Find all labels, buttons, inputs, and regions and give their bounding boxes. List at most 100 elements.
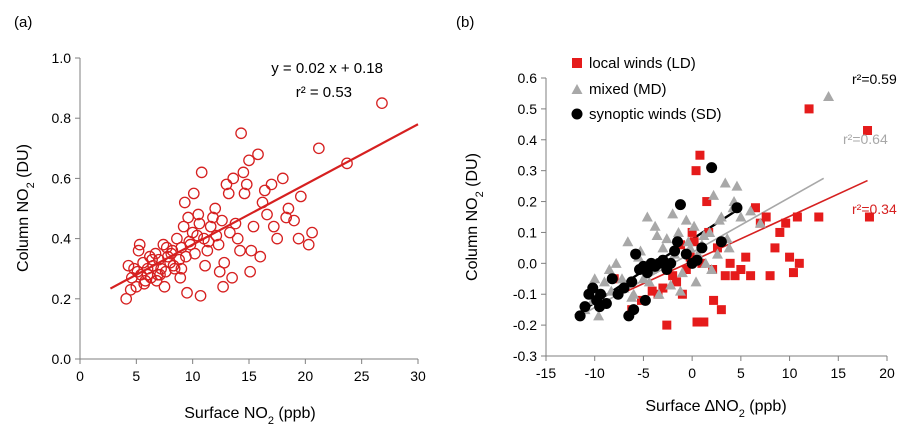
panel-b-point-local	[750, 203, 760, 213]
panel-a-regression-line	[109, 123, 419, 290]
panel-b-point-mixed	[704, 226, 716, 237]
panel-a-point	[265, 178, 278, 191]
panel-a-equation: y = 0.02 x + 0.18	[271, 60, 383, 77]
panel-b-point-mixed	[745, 205, 757, 216]
legend-marker-mixed	[571, 84, 583, 94]
panel-a-point	[245, 244, 258, 257]
panel-b-point-synoptic	[731, 202, 743, 214]
panel-b-x-tick-label: 20	[879, 365, 895, 381]
panel-a-point	[191, 229, 204, 242]
panel-a-point	[207, 211, 219, 224]
panel-b-r2-synoptic: r²=0.59	[852, 71, 897, 87]
panel-b-label: (b)	[456, 14, 474, 31]
panel-b-x-tick-label: 10	[782, 365, 798, 381]
panel-b-point-synoptic	[715, 236, 727, 248]
panel-b-fit-square	[613, 179, 868, 298]
panel-b-point-mixed	[682, 236, 694, 247]
panel-a-x-tick-label: 25	[354, 368, 370, 384]
panel-a-point	[213, 265, 226, 278]
panel-b-r2-mixed: r²=0.64	[843, 131, 888, 147]
panel-b-point-local	[697, 258, 707, 268]
legend-label-synoptic: synoptic winds (SD)	[589, 106, 722, 123]
panel-a-point	[261, 208, 273, 221]
panel-a-point	[177, 220, 190, 233]
panel-a-x-tick-label: 10	[185, 368, 201, 384]
panel-a-point	[124, 283, 137, 296]
panel-b-point-mixed	[589, 273, 601, 284]
panel-a-x-tick-label: 20	[298, 368, 314, 384]
panel-b-y-tick-label: -0.3	[513, 348, 537, 364]
panel-b-x-tick-label: -5	[637, 365, 650, 381]
panel-b-y-tick-label: 0.0	[518, 255, 538, 271]
panel-b-point-local	[692, 317, 702, 327]
panel-b-point-mixed	[622, 236, 634, 247]
panel-b-point-local	[662, 320, 672, 330]
panel-a-point	[209, 202, 222, 215]
panel-a-point	[175, 262, 188, 275]
panel-a-point	[271, 232, 284, 245]
panel-a-point	[234, 244, 246, 257]
panel-b-point-local	[668, 271, 678, 281]
panel-a-y-tick-label: 0.8	[52, 110, 72, 126]
panel-b-point-mixed	[653, 288, 665, 299]
panel-a-point	[182, 211, 195, 224]
panel-a-x-tick-label: 5	[132, 368, 140, 384]
panel-b-point-local	[647, 286, 657, 296]
panel-b-point-local	[681, 265, 691, 275]
panel-a-point	[302, 238, 315, 251]
panel-b-point-mixed	[731, 180, 743, 191]
panel-b-point-synoptic	[587, 282, 599, 294]
panel-b-ylabel: Column NO2 (DU)	[464, 153, 486, 281]
panel-a-y-tick-label: 0.6	[52, 170, 72, 186]
panel-a-point	[201, 244, 214, 257]
panel-a-point	[193, 217, 206, 230]
panel-a-point	[174, 271, 187, 284]
panel-b-point-synoptic	[672, 236, 684, 248]
panel-b-point-local	[658, 283, 668, 293]
panel-b-y-tick-label: 0.6	[518, 70, 538, 86]
panel-b-point-local	[709, 295, 719, 305]
panel-b-point-mixed	[719, 177, 731, 188]
panel-a-point	[267, 220, 280, 233]
panel-b-point-synoptic	[669, 245, 681, 257]
panel-a-points	[120, 97, 388, 305]
panel-a-point	[178, 196, 191, 209]
panel-b-point-mixed	[713, 214, 725, 225]
panel-a-point	[120, 292, 133, 305]
panel-b-point-local	[672, 277, 682, 287]
panel-a-point	[282, 202, 295, 215]
panel-b-point-synoptic	[579, 301, 591, 313]
panel-b-point-mixed	[700, 257, 712, 268]
panel-a-point	[146, 253, 158, 266]
panel-a-point	[222, 187, 235, 200]
panel-a-label: (a)	[14, 14, 32, 31]
panel-a-point	[181, 286, 193, 299]
panel-a-y-tick-label: 0.2	[52, 291, 72, 307]
panel-a-point	[158, 280, 171, 293]
panel-b-point-mixed	[698, 230, 710, 241]
panel-b-point-synoptic	[626, 276, 638, 288]
panel-a-x-tick-label: 0	[76, 368, 84, 384]
panel-a-point	[288, 214, 300, 227]
legend-label-local: local winds (LD)	[589, 55, 696, 72]
panel-b-y-tick-label: -0.1	[513, 286, 537, 302]
panel-a-point	[195, 166, 208, 179]
panel-b-point-synoptic	[674, 199, 686, 211]
panel-a-point	[238, 187, 251, 200]
panel-b-point-mixed	[735, 211, 747, 222]
panel-a-point	[254, 250, 267, 263]
panel-a-point	[194, 289, 207, 302]
panel-a-point	[204, 220, 217, 233]
panel-b-point-local	[794, 258, 804, 268]
panel-b-point-local	[695, 150, 705, 160]
panel-b-point-synoptic	[574, 310, 586, 322]
panel-b-axes: -15 -10 -5 0 5 10 15 20 -0.3 -0.2 -0.1 0.0 0.1 0.2 0.3…	[513, 70, 895, 381]
panel-a-point	[294, 190, 307, 203]
panel-a-point	[128, 262, 140, 275]
panel-b-point-mixed	[688, 220, 700, 231]
panel-a-point	[376, 97, 388, 110]
panel-b-point-mixed	[711, 248, 723, 259]
panel-b-point-local	[804, 104, 814, 114]
panel-a-fit-line	[109, 123, 419, 290]
